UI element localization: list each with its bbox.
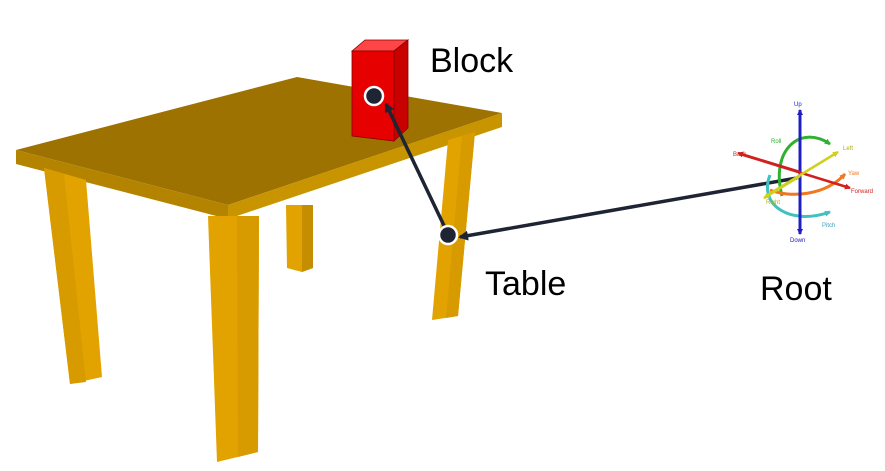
table-object bbox=[16, 77, 502, 462]
table-leg-back-right-side bbox=[446, 132, 475, 318]
table-leg-front-right-side bbox=[237, 216, 259, 457]
table-leg-back-left-shade bbox=[302, 205, 313, 272]
block-side-face bbox=[393, 39, 409, 142]
axis-label-left: Left bbox=[843, 146, 853, 152]
axis-label-up: Up bbox=[794, 102, 802, 108]
axis-label-yaw: Yaw bbox=[848, 171, 860, 177]
arrow-table-to-block bbox=[384, 102, 450, 235]
yaw-arc bbox=[769, 172, 847, 196]
table-top-edge-side bbox=[228, 113, 502, 219]
roll-arc bbox=[777, 135, 831, 197]
axis-label-right: Right bbox=[766, 200, 780, 206]
axis-label-down: Down bbox=[790, 238, 805, 244]
table-origin-dot bbox=[437, 224, 459, 246]
table-leg-front-left-side bbox=[44, 168, 86, 384]
root-axes-gizmo: Up Down Back Forward Left Right Roll Pit… bbox=[733, 102, 873, 244]
table-label: Table bbox=[485, 265, 566, 303]
axis-label-forward: Forward bbox=[851, 189, 873, 195]
root-label: Root bbox=[760, 270, 832, 308]
block-label: Block bbox=[430, 42, 514, 80]
table-top-edge-front bbox=[16, 150, 228, 219]
axis-label-pitch: Pitch bbox=[822, 223, 835, 229]
frame-arrows bbox=[384, 102, 798, 241]
axis-label-roll: Roll bbox=[771, 139, 781, 145]
pitch-arc bbox=[766, 174, 831, 218]
arrow-root-to-table bbox=[458, 176, 798, 241]
axis-back-arrow bbox=[737, 151, 801, 174]
axis-label-back: Back bbox=[733, 152, 747, 158]
axis-right-arrow bbox=[763, 174, 801, 200]
block-origin-dot bbox=[363, 85, 385, 107]
